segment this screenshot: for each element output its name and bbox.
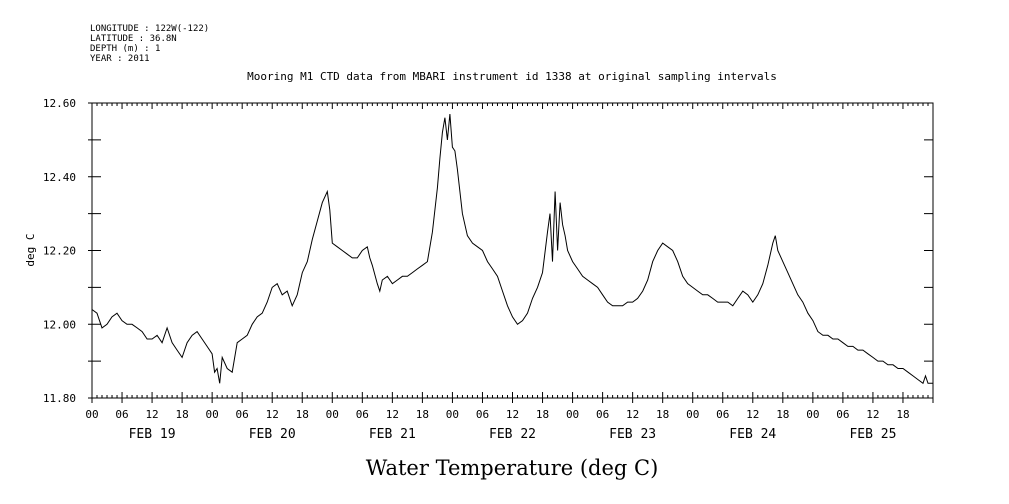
year-label: YEAR : 2011 bbox=[90, 54, 150, 64]
x-tick-label: 12 bbox=[266, 408, 279, 421]
x-tick-label: 18 bbox=[175, 408, 188, 421]
axes: 00 06 12 18 00 06 12 18 00 06 12 18 00 06 12 18 00 06 12 18… bbox=[43, 97, 934, 442]
x-tick-label: 12 bbox=[145, 408, 158, 421]
x-axis-label: Water Temperature (deg C) bbox=[366, 456, 659, 480]
x-tick-label: 00 bbox=[566, 408, 579, 421]
x-tick-label: 12 bbox=[866, 408, 879, 421]
y-tick-label: 12.40 bbox=[43, 171, 76, 184]
x-day-label: FEB 19 bbox=[129, 427, 176, 442]
x-tick-label: 12 bbox=[386, 408, 399, 421]
x-day-label: FEB 23 bbox=[609, 427, 656, 442]
chart-title: Mooring M1 CTD data from MBARI instrumen… bbox=[247, 70, 777, 83]
x-tick-label: 18 bbox=[656, 408, 669, 421]
x-tick-label: 06 bbox=[836, 408, 849, 421]
series-group bbox=[91, 114, 933, 385]
x-tick-label: 00 bbox=[686, 408, 699, 421]
x-tick-label: 18 bbox=[896, 408, 909, 421]
x-tick-label: 18 bbox=[416, 408, 429, 421]
x-tick-label: 00 bbox=[446, 408, 459, 421]
y-tick-label: 11.80 bbox=[43, 392, 76, 405]
x-tick-label: 12 bbox=[746, 408, 759, 421]
x-tick-label: 18 bbox=[536, 408, 549, 421]
x-day-label: FEB 20 bbox=[249, 427, 296, 442]
x-tick-label: 00 bbox=[206, 408, 219, 421]
x-tick-label: 12 bbox=[626, 408, 639, 421]
x-tick-label: 06 bbox=[476, 408, 489, 421]
x-tick-label: 06 bbox=[236, 408, 249, 421]
x-tick-label: 06 bbox=[716, 408, 729, 421]
x-tick-label: 18 bbox=[296, 408, 309, 421]
x-tick-label: 00 bbox=[806, 408, 819, 421]
x-tick-label: 06 bbox=[115, 408, 128, 421]
series-line-water-temperature bbox=[91, 114, 933, 385]
latitude-label: LATITUDE : 36.8N bbox=[90, 34, 177, 44]
x-tick-label: 00 bbox=[326, 408, 339, 421]
x-tick-label: 12 bbox=[506, 408, 519, 421]
x-day-label: FEB 22 bbox=[489, 427, 536, 442]
x-day-label: FEB 21 bbox=[369, 427, 416, 442]
x-tick-label: 06 bbox=[356, 408, 369, 421]
longitude-label: LONGITUDE : 122W(-122) bbox=[90, 24, 209, 34]
x-day-label: FEB 25 bbox=[849, 427, 896, 442]
depth-label: DEPTH (m) : 1 bbox=[90, 44, 160, 54]
y-axis-label: deg C bbox=[24, 233, 37, 266]
y-tick-label: 12.20 bbox=[43, 245, 76, 258]
y-tick-label: 12.00 bbox=[43, 318, 76, 331]
x-day-label: FEB 24 bbox=[729, 427, 776, 442]
plot-frame bbox=[91, 102, 934, 399]
x-tick-label: 06 bbox=[596, 408, 609, 421]
x-tick-label: 00 bbox=[85, 408, 98, 421]
y-tick-label: 12.60 bbox=[43, 97, 76, 110]
x-tick-label: 18 bbox=[776, 408, 789, 421]
